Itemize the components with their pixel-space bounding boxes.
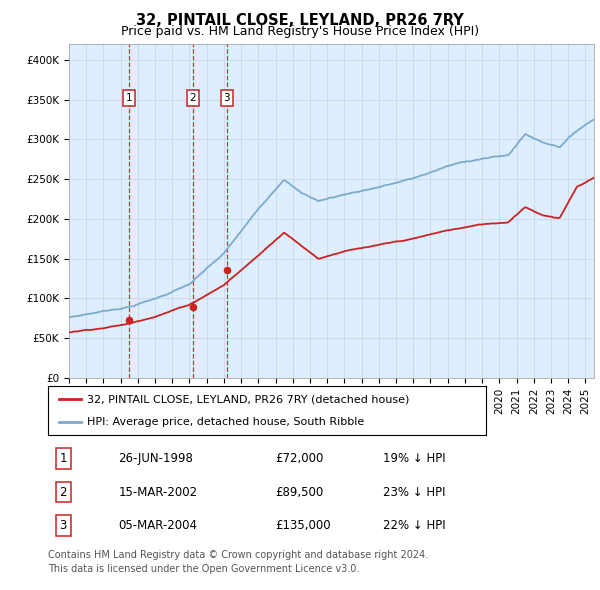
Text: 2: 2 xyxy=(190,93,196,103)
Text: 1: 1 xyxy=(125,93,132,103)
Text: 1: 1 xyxy=(59,452,67,465)
Text: £135,000: £135,000 xyxy=(275,519,331,532)
Text: 23% ↓ HPI: 23% ↓ HPI xyxy=(383,486,445,499)
Text: 32, PINTAIL CLOSE, LEYLAND, PR26 7RY (detached house): 32, PINTAIL CLOSE, LEYLAND, PR26 7RY (de… xyxy=(88,394,410,404)
Text: Price paid vs. HM Land Registry's House Price Index (HPI): Price paid vs. HM Land Registry's House … xyxy=(121,25,479,38)
Text: £89,500: £89,500 xyxy=(275,486,323,499)
Text: 15-MAR-2002: 15-MAR-2002 xyxy=(118,486,197,499)
Text: 19% ↓ HPI: 19% ↓ HPI xyxy=(383,452,445,465)
Text: 32, PINTAIL CLOSE, LEYLAND, PR26 7RY: 32, PINTAIL CLOSE, LEYLAND, PR26 7RY xyxy=(136,13,464,28)
Text: Contains HM Land Registry data © Crown copyright and database right 2024.
This d: Contains HM Land Registry data © Crown c… xyxy=(48,550,428,574)
Text: 22% ↓ HPI: 22% ↓ HPI xyxy=(383,519,445,532)
Text: HPI: Average price, detached house, South Ribble: HPI: Average price, detached house, Sout… xyxy=(88,417,365,427)
Text: 2: 2 xyxy=(59,486,67,499)
Text: 05-MAR-2004: 05-MAR-2004 xyxy=(118,519,197,532)
Text: 3: 3 xyxy=(59,519,67,532)
Text: £72,000: £72,000 xyxy=(275,452,323,465)
Text: 26-JUN-1998: 26-JUN-1998 xyxy=(118,452,193,465)
Text: 3: 3 xyxy=(224,93,230,103)
